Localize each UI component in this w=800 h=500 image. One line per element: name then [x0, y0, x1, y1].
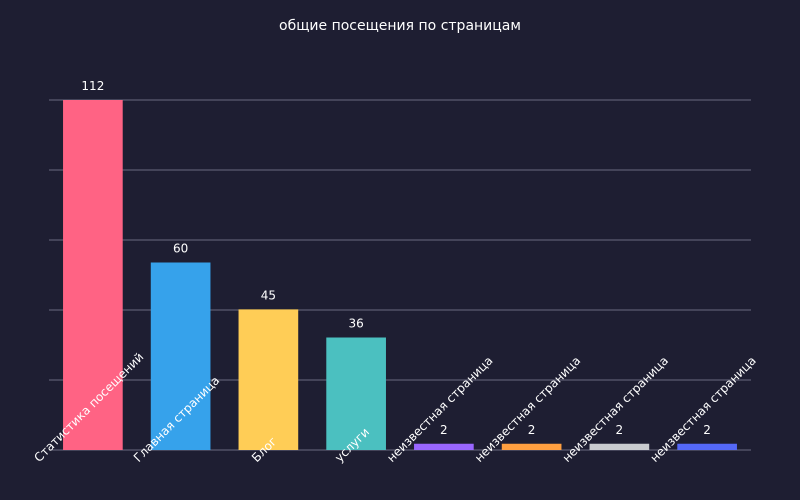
bar[interactable] — [150, 262, 211, 451]
data-label: 36 — [348, 317, 363, 331]
bars — [63, 100, 737, 450]
data-label: 60 — [173, 242, 188, 256]
data-label: 45 — [261, 288, 276, 302]
bar[interactable] — [501, 443, 562, 450]
bar[interactable] — [589, 443, 650, 450]
chart-title: общие посещения по страницам — [279, 18, 521, 34]
data-label: 2 — [440, 423, 448, 437]
bar[interactable] — [414, 443, 474, 450]
data-label: 2 — [528, 423, 536, 437]
data-label: 112 — [81, 79, 104, 93]
bar[interactable] — [677, 443, 737, 450]
data-labels: 112 60 45 36 2 2 2 2 — [81, 79, 711, 437]
data-label: 2 — [616, 423, 624, 437]
bar[interactable] — [63, 100, 123, 450]
data-label: 2 — [703, 423, 711, 437]
bar[interactable] — [326, 337, 386, 451]
bar[interactable] — [238, 309, 299, 450]
